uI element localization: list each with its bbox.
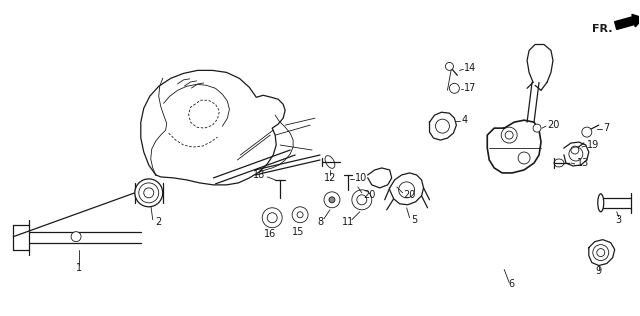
Text: FR.: FR. bbox=[592, 24, 612, 33]
Text: 20: 20 bbox=[404, 190, 416, 200]
Text: 7: 7 bbox=[603, 123, 609, 133]
Text: 8: 8 bbox=[317, 217, 323, 227]
Text: 2: 2 bbox=[156, 217, 162, 227]
Text: 5: 5 bbox=[412, 215, 418, 225]
Text: 13: 13 bbox=[577, 158, 589, 168]
Text: 6: 6 bbox=[508, 279, 514, 289]
Ellipse shape bbox=[598, 194, 604, 212]
Circle shape bbox=[582, 127, 592, 137]
Circle shape bbox=[445, 63, 453, 70]
Circle shape bbox=[329, 197, 335, 203]
Text: 15: 15 bbox=[292, 227, 304, 237]
Text: 17: 17 bbox=[465, 83, 477, 93]
Circle shape bbox=[71, 232, 81, 242]
Text: 10: 10 bbox=[355, 173, 367, 183]
Text: 4: 4 bbox=[461, 115, 467, 125]
Ellipse shape bbox=[135, 179, 163, 207]
Text: 3: 3 bbox=[616, 215, 621, 225]
Text: 18: 18 bbox=[253, 170, 265, 180]
Text: 11: 11 bbox=[342, 217, 354, 227]
Circle shape bbox=[533, 124, 541, 132]
Text: 20: 20 bbox=[547, 120, 559, 130]
Circle shape bbox=[571, 146, 579, 154]
Text: 14: 14 bbox=[465, 64, 477, 73]
Text: 9: 9 bbox=[596, 266, 602, 276]
Text: 20: 20 bbox=[363, 190, 375, 200]
Text: 19: 19 bbox=[587, 140, 599, 150]
Text: 12: 12 bbox=[324, 173, 336, 183]
Text: 16: 16 bbox=[264, 229, 276, 239]
FancyArrow shape bbox=[614, 14, 640, 29]
Text: 1: 1 bbox=[76, 263, 82, 272]
